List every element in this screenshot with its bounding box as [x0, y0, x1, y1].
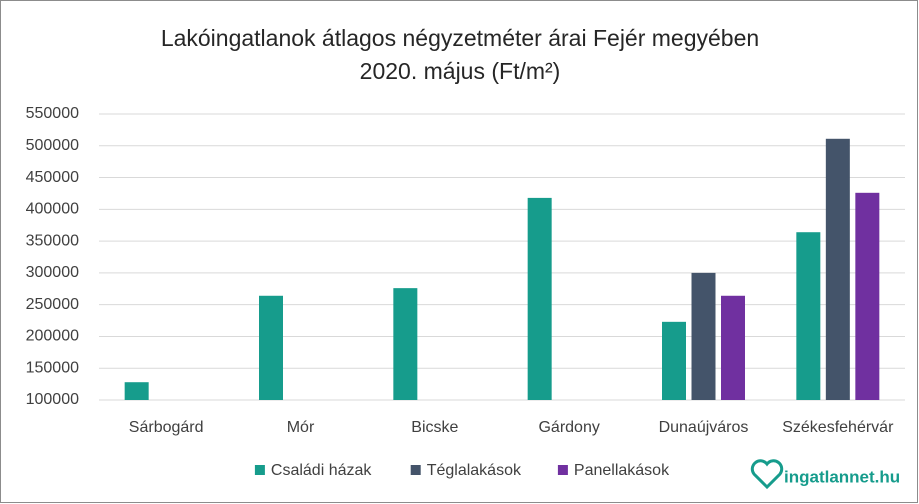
x-tick-label: Dunaújváros — [659, 419, 749, 436]
legend-swatch — [410, 465, 421, 475]
y-tick-label: 450000 — [26, 169, 79, 186]
y-tick-label: 250000 — [26, 296, 79, 313]
bar — [721, 295, 745, 400]
y-tick-label: 100000 — [26, 391, 79, 408]
x-tick-label: Gárdony — [538, 419, 599, 436]
y-tick-label: 150000 — [26, 359, 79, 376]
y-tick-label: 550000 — [26, 105, 79, 122]
legend-label: Családi házak — [271, 462, 373, 479]
bar — [691, 272, 716, 400]
y-tick-label: 500000 — [26, 137, 79, 154]
logo-text: ingatlannet.hu — [784, 467, 900, 486]
x-tick-label: Sárbogárd — [129, 419, 204, 436]
y-tick-label: 350000 — [26, 232, 79, 249]
bar — [855, 192, 880, 400]
logo: ingatlannet.hu — [750, 459, 900, 490]
bar — [124, 382, 149, 400]
x-tick-label: Bicske — [411, 419, 458, 436]
bar — [662, 321, 686, 400]
legend-label: Téglalakások — [427, 462, 522, 479]
y-tick-label: 400000 — [26, 201, 79, 218]
bar — [259, 295, 283, 400]
legend-swatch — [254, 465, 265, 475]
x-tick-label: Mór — [287, 419, 315, 436]
y-tick-label: 300000 — [26, 264, 79, 281]
bar — [527, 197, 552, 400]
bar — [825, 138, 850, 400]
legend-swatch — [557, 465, 568, 475]
chart-title: Lakóingatlanok átlagos négyzetméter árai… — [161, 25, 759, 51]
y-tick-label: 200000 — [26, 328, 79, 345]
logo-icon — [750, 459, 784, 490]
x-tick-label: Székesfehérvár — [782, 419, 894, 436]
bar — [393, 288, 418, 400]
chart-subtitle: 2020. május (Ft/m²) — [360, 58, 561, 84]
bar — [796, 232, 821, 400]
legend-label: Panellakások — [574, 462, 670, 479]
